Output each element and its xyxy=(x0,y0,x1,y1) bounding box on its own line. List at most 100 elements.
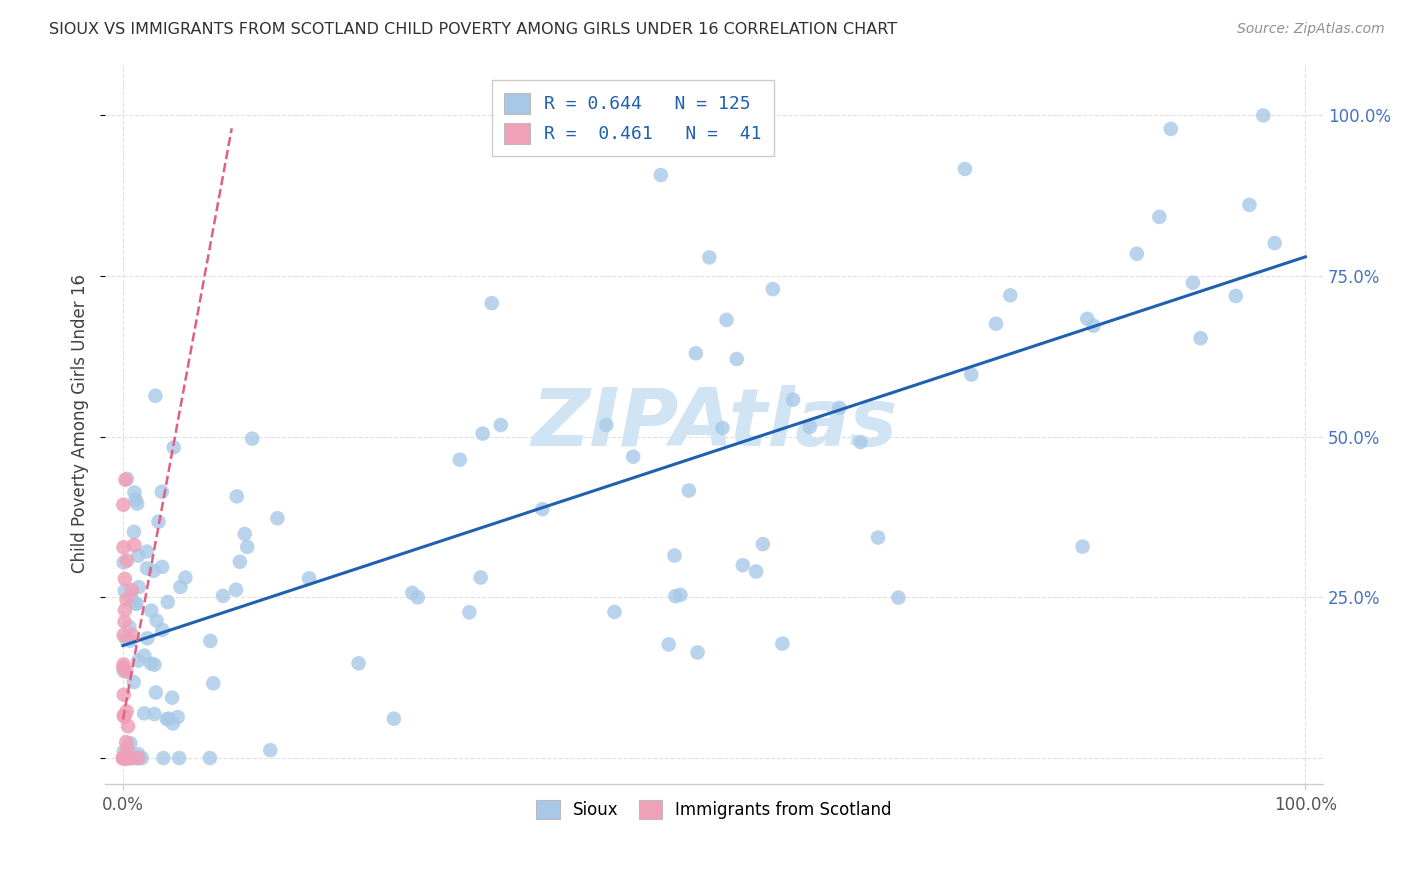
Point xyxy=(112,751,135,765)
Point xyxy=(112,751,135,765)
Point xyxy=(115,751,138,765)
Point xyxy=(1083,318,1105,333)
Point xyxy=(114,751,136,765)
Point xyxy=(124,596,146,610)
Point xyxy=(127,549,149,563)
Point xyxy=(118,751,141,765)
Point xyxy=(112,751,135,765)
Legend: Sioux, Immigrants from Scotland: Sioux, Immigrants from Scotland xyxy=(530,793,898,826)
Point xyxy=(169,580,191,594)
Point xyxy=(112,498,135,512)
Point xyxy=(115,751,138,765)
Point xyxy=(621,450,644,464)
Point xyxy=(1239,198,1261,212)
Point xyxy=(489,417,512,432)
Point xyxy=(121,583,143,598)
Point xyxy=(150,484,173,499)
Point xyxy=(114,473,136,487)
Point xyxy=(849,435,872,450)
Point xyxy=(141,604,163,618)
Point xyxy=(664,549,686,563)
Point xyxy=(112,555,135,569)
Point xyxy=(603,605,626,619)
Point xyxy=(160,690,183,705)
Point xyxy=(1225,289,1247,303)
Point xyxy=(122,538,145,552)
Point xyxy=(128,580,150,594)
Point xyxy=(136,561,159,575)
Point xyxy=(266,511,288,525)
Point xyxy=(112,751,135,765)
Point xyxy=(125,751,148,765)
Point xyxy=(145,389,167,403)
Point xyxy=(782,392,804,407)
Point xyxy=(157,712,180,726)
Point xyxy=(112,628,135,642)
Point xyxy=(115,554,138,568)
Point xyxy=(112,541,135,555)
Point xyxy=(828,401,851,415)
Point xyxy=(114,751,136,765)
Point xyxy=(131,751,153,765)
Point xyxy=(984,317,1007,331)
Point xyxy=(212,589,235,603)
Point xyxy=(121,593,143,607)
Point xyxy=(112,751,135,765)
Point xyxy=(449,452,471,467)
Point xyxy=(1264,235,1286,250)
Point xyxy=(725,351,748,366)
Point xyxy=(112,657,135,672)
Point xyxy=(120,633,142,648)
Point xyxy=(259,743,281,757)
Point xyxy=(112,751,135,765)
Point xyxy=(685,346,707,360)
Point xyxy=(470,570,492,584)
Point xyxy=(135,544,157,558)
Point xyxy=(697,251,720,265)
Point xyxy=(471,426,494,441)
Point xyxy=(117,719,139,733)
Point xyxy=(1160,121,1182,136)
Point xyxy=(152,751,174,765)
Point xyxy=(114,632,136,646)
Point xyxy=(225,489,247,503)
Point xyxy=(401,586,423,600)
Y-axis label: Child Poverty Among Girls Under 16: Child Poverty Among Girls Under 16 xyxy=(72,275,89,574)
Point xyxy=(112,661,135,675)
Point xyxy=(143,657,166,672)
Point xyxy=(136,631,159,645)
Point xyxy=(125,597,148,611)
Point xyxy=(121,628,143,642)
Point xyxy=(127,654,149,668)
Point xyxy=(150,560,173,574)
Point xyxy=(115,665,138,679)
Point xyxy=(1071,540,1094,554)
Point xyxy=(745,565,768,579)
Point xyxy=(114,572,136,586)
Point xyxy=(114,709,136,723)
Point xyxy=(887,591,910,605)
Point xyxy=(1181,276,1204,290)
Point xyxy=(716,313,738,327)
Point xyxy=(115,751,138,765)
Point xyxy=(112,688,135,702)
Point xyxy=(799,420,821,434)
Point xyxy=(112,744,135,758)
Point xyxy=(711,421,734,435)
Point xyxy=(1076,311,1098,326)
Point xyxy=(114,751,136,765)
Point xyxy=(752,537,775,551)
Point xyxy=(481,296,503,310)
Point xyxy=(650,168,672,182)
Point xyxy=(142,564,165,578)
Point xyxy=(1189,331,1212,345)
Point xyxy=(117,741,139,756)
Point xyxy=(114,751,136,765)
Point xyxy=(1000,288,1022,302)
Point xyxy=(595,417,617,432)
Point xyxy=(112,664,135,678)
Point xyxy=(112,751,135,765)
Point xyxy=(731,558,754,573)
Point xyxy=(770,637,793,651)
Point xyxy=(669,588,692,602)
